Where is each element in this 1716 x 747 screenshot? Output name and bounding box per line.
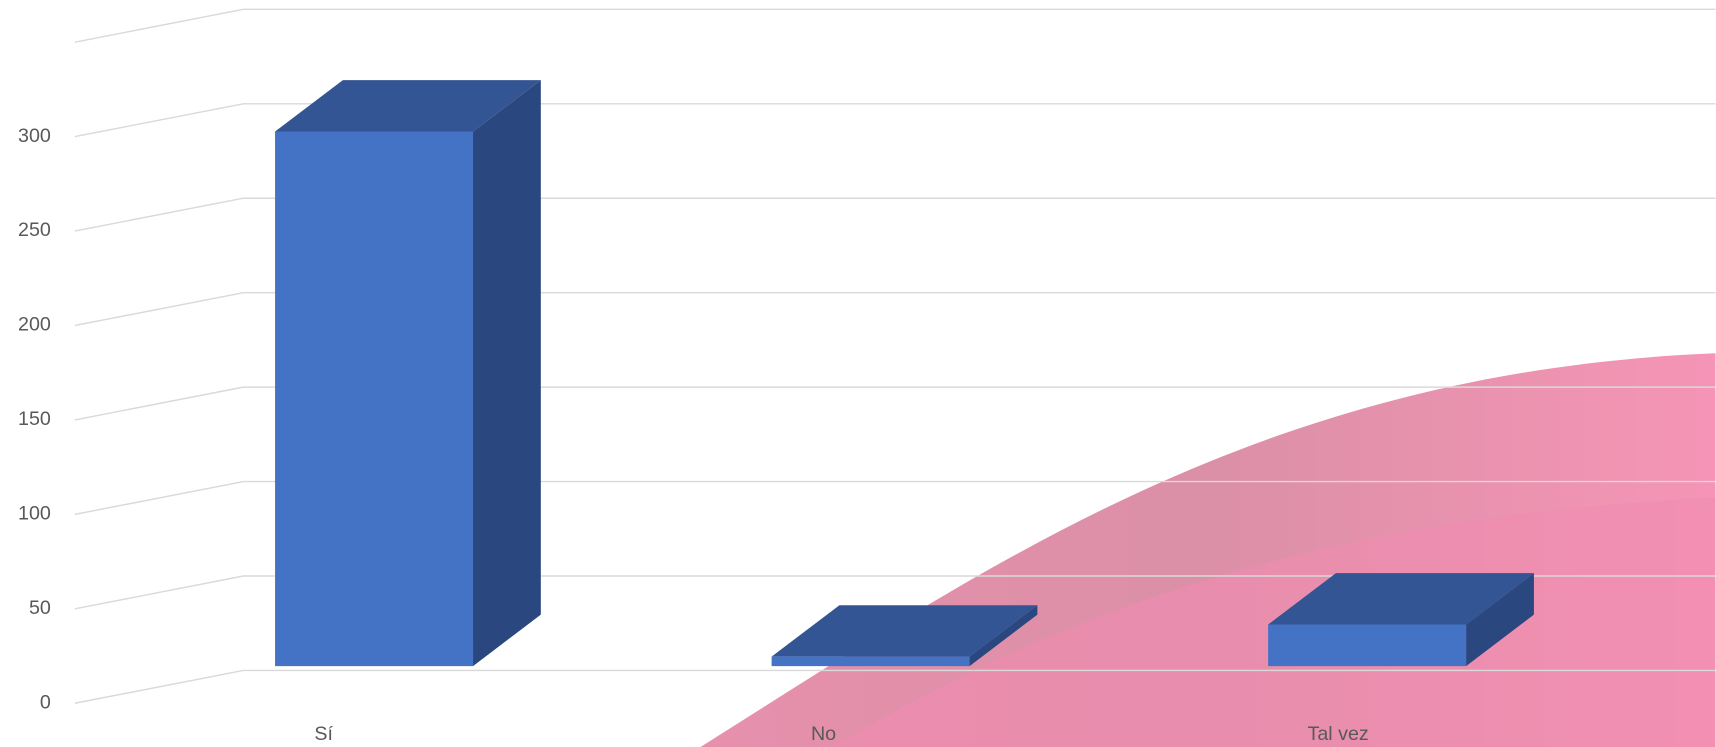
y-tick-label: 50 (29, 597, 51, 619)
bar-side (473, 80, 541, 667)
y-tick-label: 300 (18, 125, 51, 147)
bar (275, 80, 541, 667)
bar-side (1466, 573, 1534, 667)
grid-line (74, 291, 1716, 327)
bar-front (275, 131, 474, 667)
y-tick-label: 250 (18, 219, 51, 241)
bar-top (275, 80, 541, 132)
grid-line (74, 8, 1716, 43)
grid-line (74, 669, 1716, 704)
x-tick-label: Tal vez (1308, 723, 1369, 745)
grid-line (74, 103, 1716, 138)
bar-top (1268, 573, 1534, 625)
bar-top (771, 605, 1038, 657)
bar (1268, 573, 1534, 667)
grid-line (74, 480, 1716, 516)
grid-line (74, 575, 1716, 610)
y-tick-label: 100 (18, 503, 51, 525)
bar-side (969, 605, 1038, 667)
bar (771, 605, 1038, 667)
x-tick-label: Sí (314, 723, 333, 745)
grid-line (74, 197, 1716, 232)
x-tick-label: No (811, 723, 836, 745)
y-tick-label: 0 (40, 691, 51, 713)
bar-front (771, 656, 970, 667)
y-tick-label: 200 (18, 314, 51, 336)
bar-front (1268, 624, 1467, 667)
grid-line (74, 386, 1716, 421)
y-tick-label: 150 (18, 408, 51, 430)
